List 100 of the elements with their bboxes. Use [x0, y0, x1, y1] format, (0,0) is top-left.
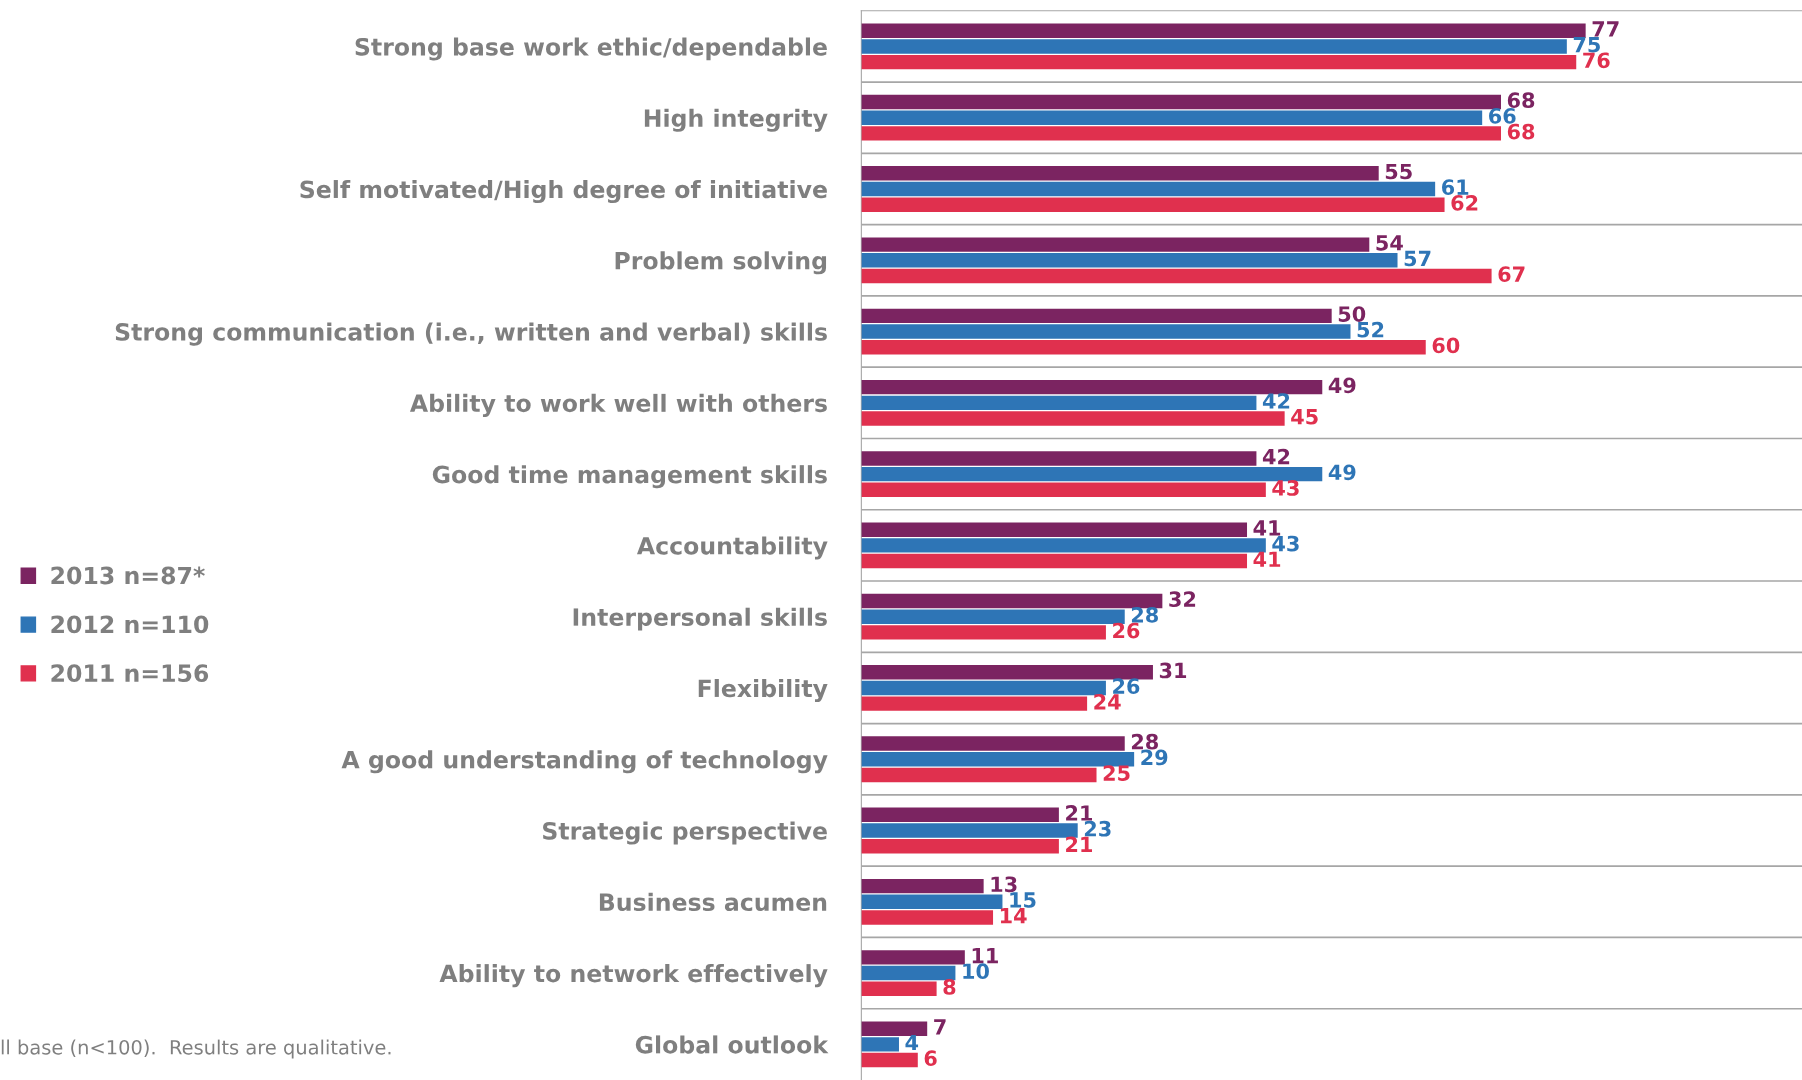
bar [861, 253, 1398, 268]
bar [861, 823, 1078, 838]
bar [861, 538, 1266, 553]
data-label: 67 [1498, 266, 1525, 283]
data-label: 68 [1507, 92, 1535, 109]
bar [861, 696, 1088, 711]
data-label: 28 [1131, 733, 1158, 750]
text: ll base (n<100). Results are qualitative. [1, 1039, 391, 1059]
y-tick-label: Good time management skills [432, 465, 827, 489]
bar [861, 23, 1586, 38]
data-label: 31 [1159, 662, 1187, 679]
data-label: 68 [1507, 123, 1535, 140]
data-label: 21 [1066, 836, 1093, 852]
y-tick-label: Strong base work ethic/dependable [355, 37, 827, 61]
bar [861, 237, 1370, 252]
y-tick-label: High integrity [644, 108, 828, 132]
legend-label: 2011 n=156 [51, 664, 209, 683]
data-label: 7 [934, 1019, 946, 1035]
bar [861, 324, 1351, 339]
data-label: 49 [1328, 464, 1356, 481]
data-label: 26 [1113, 622, 1140, 639]
bar [861, 553, 1248, 569]
data-label: 4 [905, 1034, 919, 1051]
bar [861, 411, 1285, 426]
y-tick-label: Problem solving [615, 251, 827, 275]
bar [861, 981, 937, 996]
bar [861, 665, 1153, 680]
bar [861, 950, 965, 965]
y-tick-label: Business acumen [599, 892, 827, 912]
bar [861, 767, 1097, 783]
data-label: 43 [1272, 535, 1299, 552]
y-tick-label: Flexibility [698, 678, 828, 703]
data-label: 76 [1583, 52, 1610, 69]
data-label: 61 [1442, 179, 1469, 196]
data-label: 32 [1169, 591, 1196, 608]
y-tick-label: Accountability [636, 536, 828, 560]
data-label: 29 [1141, 749, 1168, 766]
data-label: 55 [1385, 163, 1412, 180]
bar [861, 308, 1332, 324]
bar [861, 466, 1323, 482]
data-label: 66 [1489, 108, 1516, 124]
bar [861, 126, 1501, 141]
data-label: 24 [1094, 693, 1121, 710]
y-tick-label: Strategic perspective [543, 821, 827, 845]
bar [861, 625, 1106, 640]
data-label: 41 [1253, 520, 1281, 536]
data-label: 45 [1291, 409, 1318, 425]
bar [861, 593, 1163, 609]
bar [861, 197, 1445, 212]
data-label: 60 [1432, 337, 1460, 354]
bar [861, 1021, 928, 1036]
y-tick-label: Ability to work well with others [409, 393, 827, 417]
y-tick-label: Ability to network effectively [439, 964, 828, 988]
legend-label: 2013 n=87* [51, 566, 205, 585]
bar [861, 94, 1501, 110]
data-label: 77 [1592, 21, 1619, 37]
bar [861, 894, 1003, 910]
data-label: 49 [1328, 377, 1356, 394]
data-label: 62 [1451, 194, 1478, 211]
bar [861, 807, 1059, 823]
bar [861, 395, 1257, 411]
bar [861, 340, 1426, 355]
data-label: 13 [991, 876, 1017, 893]
y-tick-label: Self motivated/High degree of initiative [300, 180, 827, 204]
bar [861, 838, 1059, 854]
bar [861, 752, 1135, 767]
data-label: 21 [1066, 805, 1093, 821]
bar [861, 522, 1248, 537]
y-tick-label: Global outlook [635, 1035, 829, 1054]
bar [861, 110, 1483, 125]
bar [861, 166, 1379, 181]
legend-label: 2012 n=110 [51, 615, 209, 634]
data-label: 10 [963, 963, 989, 980]
data-label: 8 [943, 979, 956, 995]
data-label: 14 [1000, 908, 1027, 924]
bar [861, 181, 1436, 197]
data-label: 26 [1113, 678, 1140, 694]
bar [861, 736, 1125, 751]
bar [861, 39, 1567, 54]
data-label: 50 [1338, 306, 1366, 322]
data-label: 57 [1404, 250, 1431, 267]
bar [861, 268, 1492, 284]
bar [861, 965, 956, 981]
data-label: 41 [1253, 551, 1281, 567]
bar [861, 1052, 918, 1068]
bar [861, 451, 1257, 466]
data-label: 54 [1376, 235, 1403, 251]
data-label: 28 [1131, 606, 1158, 623]
bar [861, 609, 1125, 624]
data-label: 23 [1084, 820, 1111, 837]
data-label: 42 [1262, 448, 1290, 465]
data-label: 25 [1103, 765, 1130, 781]
y-tick-label: Interpersonal skills [573, 607, 827, 631]
data-label: 43 [1272, 480, 1299, 496]
data-label: 42 [1262, 393, 1290, 409]
data-label: 11 [972, 947, 998, 964]
bar [861, 482, 1266, 498]
data-label: 52 [1357, 321, 1384, 338]
bar [861, 379, 1323, 395]
bar [861, 910, 994, 925]
